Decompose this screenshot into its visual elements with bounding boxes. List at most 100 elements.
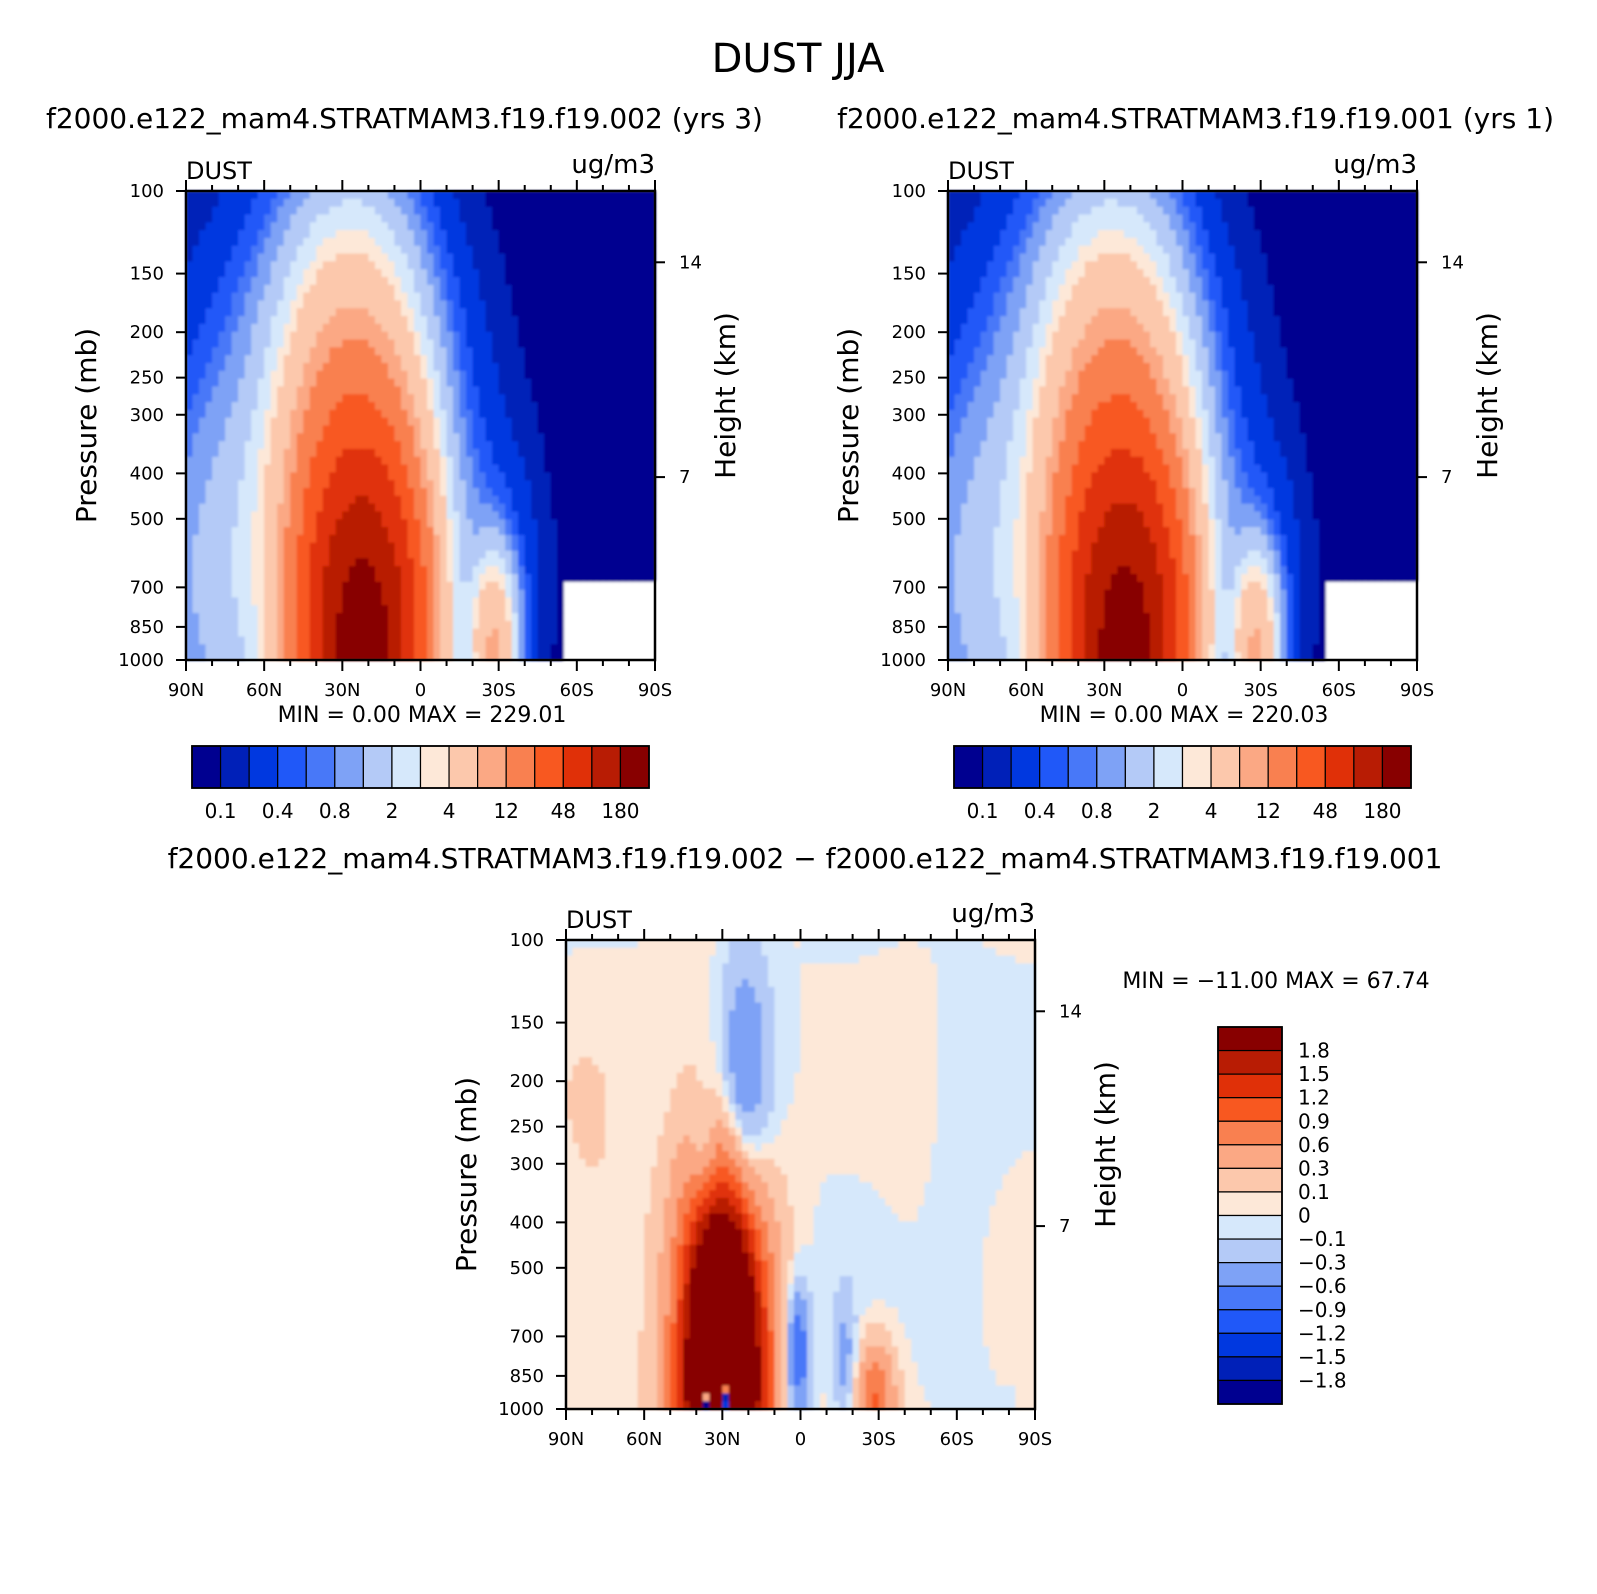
heatmap-cell	[531, 394, 539, 403]
heatmap-cell	[283, 191, 291, 200]
heatmap-cell	[987, 230, 995, 239]
heatmap-cell	[231, 237, 239, 247]
heatmap-cell	[531, 558, 539, 567]
heatmap-cell	[316, 488, 324, 497]
heatmap-cell	[1358, 191, 1366, 200]
heatmap-cell	[322, 378, 330, 388]
heatmap-cell	[641, 620, 650, 630]
heatmap-cell	[459, 292, 467, 302]
heatmap-cell	[322, 253, 330, 262]
heatmap-cell	[257, 276, 265, 286]
heatmap-cell	[641, 574, 650, 583]
heatmap-cell	[596, 519, 604, 528]
heatmap-cell	[348, 542, 356, 552]
heatmap-cell	[570, 503, 578, 513]
heatmap-cell	[1338, 206, 1346, 216]
heatmap-cell	[648, 222, 656, 231]
heatmap-cell	[394, 402, 402, 411]
heatmap-cell	[1149, 237, 1158, 247]
heatmap-cell	[531, 620, 539, 630]
heatmap-cell	[557, 417, 565, 427]
heatmap-cell	[602, 347, 610, 356]
heatmap-cell	[270, 652, 278, 661]
heatmap-cell	[589, 316, 597, 325]
heatmap-cell	[1234, 245, 1242, 255]
heatmap-cell	[309, 253, 317, 262]
heatmap-cell	[622, 519, 630, 528]
heatmap-cell	[348, 269, 356, 278]
heatmap-cell	[407, 355, 415, 364]
heatmap-cell	[622, 206, 630, 216]
heatmap-cell	[407, 284, 415, 294]
heatmap-cell	[335, 480, 343, 489]
heatmap-cell	[427, 495, 435, 505]
heatmap-cell	[316, 620, 324, 630]
heatmap-cell	[225, 292, 233, 302]
heatmap-cell	[342, 386, 350, 395]
heatmap-cell	[290, 206, 298, 216]
heatmap-cell	[537, 425, 545, 434]
y-tick-label: 200	[130, 322, 164, 343]
heatmap-cell	[270, 480, 278, 489]
heatmap-cell	[518, 230, 526, 239]
heatmap-cell	[596, 269, 604, 278]
heatmap-cell	[368, 370, 376, 380]
heatmap-cell	[602, 605, 610, 614]
heatmap-cell	[1156, 245, 1164, 255]
heatmap-cell	[1338, 237, 1346, 247]
heatmap-cell	[1169, 206, 1177, 216]
heatmap-cell	[498, 503, 506, 513]
heatmap-cell	[648, 276, 656, 286]
heatmap-cell	[550, 425, 558, 434]
heatmap-cell	[290, 589, 298, 599]
heatmap-cell	[374, 534, 383, 544]
heatmap-cell	[322, 589, 330, 599]
heatmap-cell	[316, 222, 324, 231]
heatmap-cell	[472, 331, 480, 341]
heatmap-cell	[980, 245, 988, 255]
heatmap-cell	[348, 480, 356, 489]
heatmap-cell	[387, 316, 396, 325]
heatmap-cell	[400, 488, 409, 497]
heatmap-cell	[1013, 230, 1021, 239]
heatmap-cell	[355, 652, 363, 661]
heatmap-cell	[505, 253, 513, 262]
heatmap-cell	[453, 558, 461, 567]
heatmap-cell	[537, 276, 545, 286]
heatmap-cell	[394, 628, 402, 638]
heatmap-cell	[413, 495, 422, 505]
heatmap-cell	[648, 245, 656, 255]
heatmap-cell	[524, 511, 532, 520]
heatmap-cell	[641, 409, 650, 419]
heatmap-cell	[466, 519, 474, 528]
heatmap-cell	[186, 394, 194, 403]
heatmap-cell	[368, 574, 376, 583]
heatmap-cell	[433, 339, 441, 348]
heatmap-cell	[407, 464, 415, 473]
heatmap-cell	[283, 355, 291, 364]
heatmap-cell	[1299, 198, 1307, 208]
heatmap-cell	[615, 370, 624, 380]
heatmap-cell	[1019, 230, 1027, 239]
heatmap-cell	[648, 417, 656, 427]
heatmap-cell	[400, 402, 409, 411]
heatmap-cell	[205, 222, 213, 231]
heatmap-cell	[961, 214, 969, 223]
heatmap-cell	[316, 316, 324, 325]
heatmap-cell	[544, 300, 552, 309]
heatmap-cell	[322, 581, 330, 591]
heatmap-cell	[531, 300, 539, 309]
heatmap-cell	[283, 394, 291, 403]
heatmap-cell	[355, 574, 363, 583]
heatmap-cell	[381, 542, 389, 552]
heatmap-cell	[290, 269, 298, 278]
heatmap-cell	[290, 245, 298, 255]
heatmap-cell	[609, 284, 617, 294]
heatmap-cell	[296, 636, 304, 645]
heatmap-cell	[453, 292, 461, 302]
heatmap-cell	[446, 253, 454, 262]
heatmap-cell	[309, 284, 317, 294]
heatmap-cell	[361, 511, 369, 520]
heatmap-cell	[524, 581, 532, 591]
heatmap-cell	[225, 534, 233, 544]
